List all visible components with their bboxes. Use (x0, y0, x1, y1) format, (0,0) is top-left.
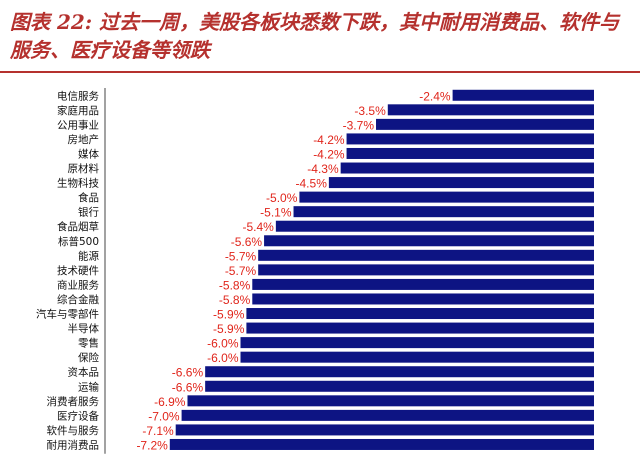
category-label: 综合金融 (57, 293, 99, 306)
bar-19 (205, 366, 595, 378)
bar-10 (264, 235, 594, 247)
value-label: -4.2% (313, 133, 345, 147)
category-label: 电信服务 (57, 89, 99, 102)
bar-3 (346, 133, 594, 145)
bar-12 (258, 264, 594, 276)
bar-15 (246, 308, 594, 320)
category-label: 标普500 (58, 235, 99, 248)
value-label: -3.7% (343, 118, 375, 132)
value-label: -6.6% (172, 366, 204, 380)
category-label: 食品 (78, 191, 99, 204)
bar-6 (328, 177, 594, 189)
bar-0 (452, 89, 594, 101)
category-label: 资本品 (68, 366, 100, 379)
value-label: -6.6% (172, 380, 204, 394)
category-label: 家庭用品 (57, 104, 99, 117)
value-label: -5.7% (225, 264, 257, 278)
category-label: 零售 (78, 337, 99, 350)
bar-13 (252, 278, 594, 290)
value-label: -4.3% (307, 162, 339, 176)
bar-2 (376, 118, 594, 130)
bar-23 (175, 424, 594, 436)
value-label: -2.4% (419, 89, 451, 103)
value-label: -6.9% (154, 395, 186, 409)
value-label: -5.8% (219, 278, 251, 292)
value-label: -5.4% (242, 220, 274, 234)
value-label: -7.1% (142, 424, 174, 438)
bar-21 (187, 395, 594, 407)
category-label: 媒体 (78, 147, 99, 160)
bar-18 (240, 351, 594, 363)
category-label: 耐用消费品 (47, 438, 100, 451)
category-label: 公用事业 (57, 118, 99, 131)
value-label: -5.9% (213, 322, 245, 336)
value-labels-group: -2.4%-3.5%-3.7%-4.2%-4.2%-4.3%-4.5%-5.0%… (136, 89, 450, 452)
category-label: 汽车与零部件 (36, 308, 99, 321)
bar-5 (340, 162, 594, 174)
bar-4 (346, 147, 594, 159)
bar-8 (293, 206, 594, 218)
chart-title: 图表 22: 过去一周，美股各板块悉数下跌，其中耐用消费品、软件与服务、医疗设备… (10, 10, 620, 62)
value-label: -4.2% (313, 147, 345, 161)
value-label: -4.5% (296, 177, 328, 191)
category-label: 技术硬件 (57, 264, 99, 277)
category-label: 生物科技 (57, 177, 99, 190)
bar-14 (252, 293, 594, 305)
category-label: 运输 (78, 380, 99, 393)
value-label: -5.8% (219, 293, 251, 307)
value-label: -5.0% (266, 191, 298, 205)
bar-16 (246, 322, 594, 334)
category-label: 医疗设备 (57, 409, 99, 422)
category-label: 食品烟草 (57, 220, 99, 233)
bars-group (169, 89, 595, 450)
value-label: -6.0% (207, 351, 239, 365)
value-label: -5.6% (231, 235, 263, 249)
category-label: 软件与服务 (47, 424, 100, 437)
bar-22 (181, 409, 594, 421)
category-label: 银行 (78, 206, 99, 219)
bar-17 (240, 337, 594, 349)
category-label: 原材料 (68, 162, 100, 175)
category-label: 房地产 (68, 133, 100, 146)
value-label: -3.5% (354, 104, 386, 118)
bar-7 (299, 191, 594, 203)
category-label: 保险 (78, 351, 99, 364)
value-label: -5.9% (213, 308, 245, 322)
value-label: -6.0% (207, 337, 239, 351)
bar-1 (387, 104, 594, 116)
category-label: 能源 (78, 249, 99, 262)
bar-9 (275, 220, 594, 232)
value-label: -7.0% (148, 409, 180, 423)
category-label: 商业服务 (57, 278, 99, 291)
category-labels-group: 电信服务家庭用品公用事业房地产媒体原材料生物科技食品银行食品烟草标普500能源技… (36, 89, 99, 451)
value-label: -5.1% (260, 206, 292, 220)
category-label: 半导体 (68, 322, 100, 335)
bar-11 (258, 249, 594, 261)
bar-24 (169, 438, 594, 450)
title-divider (0, 71, 640, 73)
bar-20 (205, 380, 595, 392)
category-label: 消费者服务 (47, 395, 100, 408)
value-label: -5.7% (225, 249, 257, 263)
value-label: -7.2% (136, 438, 168, 452)
